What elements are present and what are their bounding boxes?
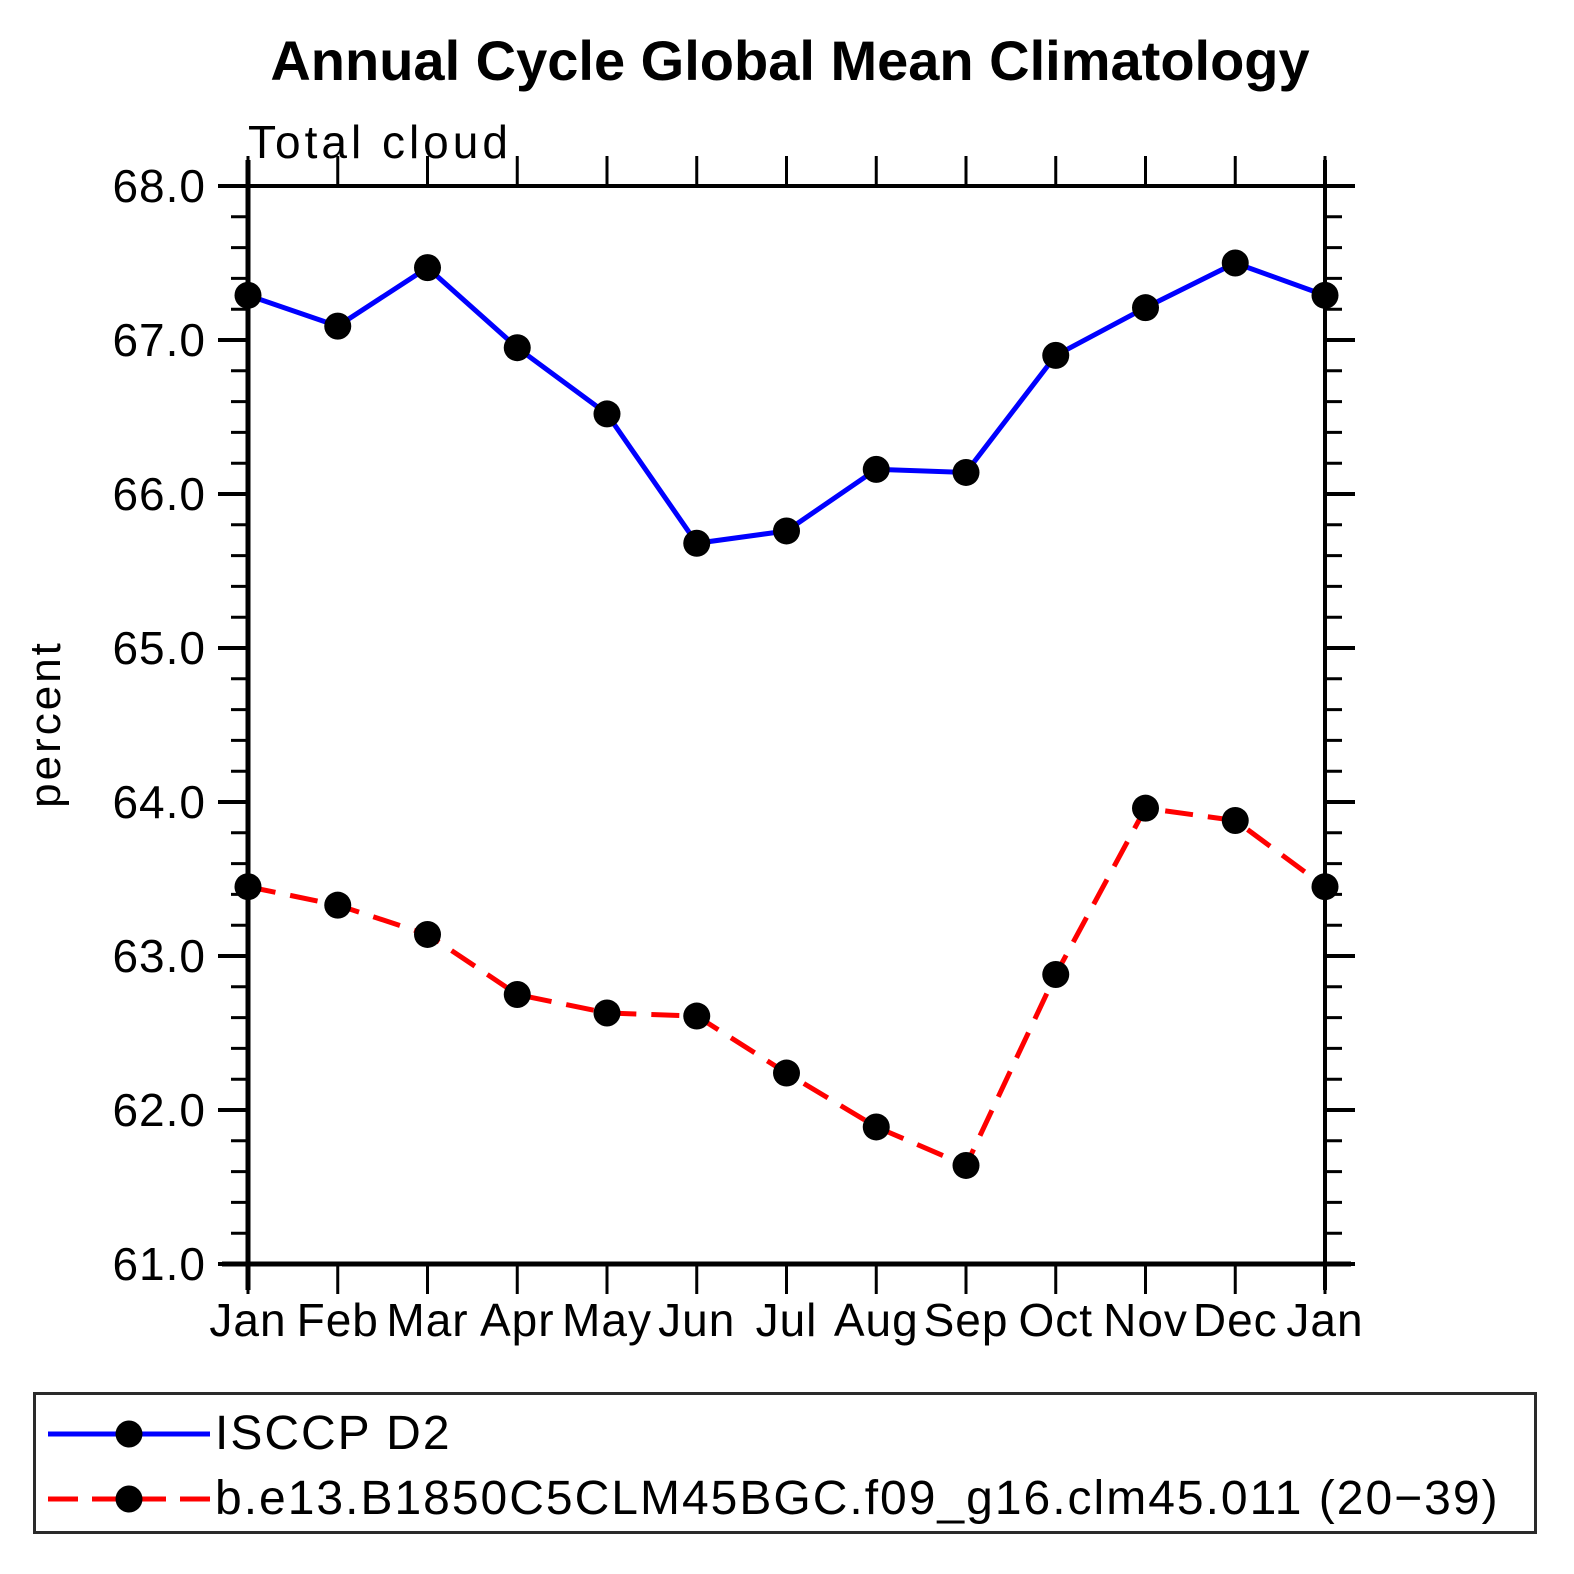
legend-marker-dot-icon [115, 1485, 143, 1513]
annual-cycle-climatology-chart: Annual Cycle Global Mean Climatology Tot… [21, 29, 1363, 1346]
data-point-marker [1132, 794, 1159, 822]
x-tick-label: Jul [756, 1294, 818, 1346]
x-tick-label: Jun [658, 1294, 735, 1346]
data-point-marker [414, 920, 441, 948]
legend-marker-dot-icon [115, 1420, 143, 1448]
data-point-marker [234, 281, 262, 309]
x-tick-label: Nov [1103, 1294, 1188, 1346]
legend-label-isccp-d2: ISCCP D2 [215, 1407, 452, 1460]
x-tick-label: May [562, 1294, 652, 1346]
legend-box: ISCCP D2 b.e13.B1850C5CLM45BGC.f09_g16.c… [33, 1392, 1537, 1534]
chart-subtitle: Total cloud [248, 116, 512, 168]
legend-item-model-run: b.e13.B1850C5CLM45BGC.f09_g16.clm45.011 … [43, 1475, 1500, 1523]
x-tick-label: Aug [834, 1294, 919, 1346]
data-point-marker [773, 517, 800, 545]
data-point-marker [952, 458, 980, 486]
legend-line-sample-dashed [48, 1485, 210, 1513]
data-point-marker [683, 1002, 711, 1030]
plot-layer [234, 249, 1339, 1179]
data-point-marker [1221, 806, 1249, 834]
data-point-marker [503, 981, 531, 1008]
data-point-marker [1311, 281, 1339, 309]
data-point-marker [324, 312, 352, 340]
data-point-marker [1042, 341, 1070, 369]
legend-line-sample-solid [48, 1420, 210, 1448]
data-point-marker [1042, 960, 1070, 988]
x-tick-label: Dec [1193, 1294, 1278, 1346]
y-tick-label: 63.0 [112, 930, 206, 982]
axes-layer: Jan Feb Mar Apr May Jun Jul Aug Sep Oct Nov Dec Jan6… [112, 156, 1363, 1346]
data-point-marker [1221, 249, 1249, 277]
chart-title: Annual Cycle Global Mean Climatology [270, 29, 1309, 92]
x-tick-label: Jan [209, 1294, 286, 1346]
legend-label-model-run: b.e13.B1850C5CLM45BGC.f09_g16.clm45.011 … [215, 1472, 1500, 1525]
data-point-marker [862, 455, 890, 483]
y-tick-label: 65.0 [112, 622, 206, 674]
data-point-marker [593, 999, 621, 1027]
data-point-marker [1311, 873, 1339, 901]
x-tick-label: Feb [297, 1294, 379, 1346]
x-tick-label: Apr [480, 1294, 555, 1346]
y-tick-label: 66.0 [112, 468, 206, 520]
legend-item-isccp-d2: ISCCP D2 [43, 1410, 452, 1458]
data-point-marker [593, 400, 621, 428]
data-point-marker [862, 1113, 890, 1141]
data-point-marker [234, 873, 262, 901]
series-line-0 [247, 260, 1326, 546]
x-tick-label: Sep [924, 1294, 1009, 1346]
y-tick-label: 67.0 [112, 314, 206, 366]
data-point-marker [952, 1151, 980, 1179]
y-axis-title: percent [21, 640, 70, 808]
data-point-marker [773, 1059, 800, 1087]
data-point-marker [683, 529, 711, 557]
y-tick-label: 64.0 [112, 776, 206, 828]
x-tick-label: Mar [386, 1294, 468, 1346]
x-tick-label: Oct [1018, 1294, 1093, 1346]
data-point-marker [1132, 294, 1159, 322]
y-tick-label: 61.0 [112, 1238, 206, 1290]
x-tick-label: Jan [1286, 1294, 1363, 1346]
y-tick-label: 62.0 [112, 1084, 206, 1136]
series-line-1 [247, 805, 1327, 1169]
data-point-marker [324, 891, 352, 919]
y-tick-label: 68.0 [112, 160, 206, 212]
data-point-marker [414, 254, 441, 282]
data-point-marker [503, 334, 531, 362]
